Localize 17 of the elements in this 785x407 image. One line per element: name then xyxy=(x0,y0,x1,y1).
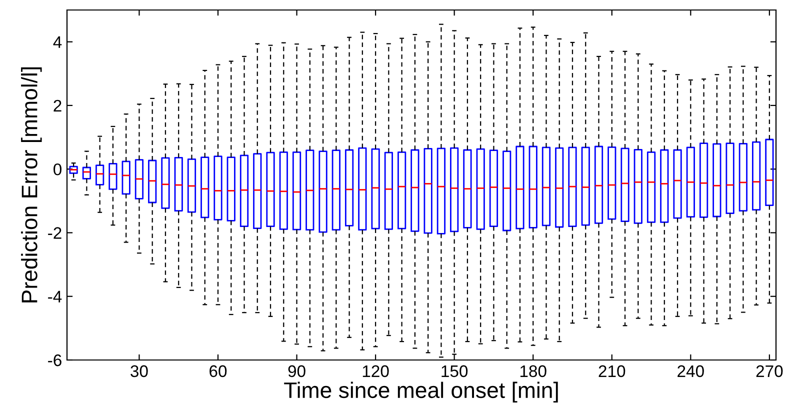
x-tick-label: 60 xyxy=(210,365,227,378)
y-tick-label: 2 xyxy=(54,100,62,112)
y-tick-label: -2 xyxy=(48,227,62,239)
x-tick-label: 210 xyxy=(598,365,626,378)
y-axis-title: Prediction Error [mmol/l] xyxy=(21,67,42,302)
x-tick-label: 240 xyxy=(678,365,704,378)
x-tick-label: 150 xyxy=(442,365,468,378)
x-tick-label: 180 xyxy=(520,365,546,378)
x-tick-label: 270 xyxy=(756,365,783,378)
y-tick-label: -6 xyxy=(48,354,62,366)
y-tick-label: -4 xyxy=(48,290,62,302)
x-tick-label: 90 xyxy=(288,365,306,378)
x-tick-label: 120 xyxy=(362,365,389,378)
x-axis-title: Time since meal onset [min] xyxy=(284,382,558,402)
y-tick-label: 0 xyxy=(54,163,62,176)
y-tick-label: 4 xyxy=(53,36,62,48)
x-tick-label: 30 xyxy=(130,365,148,378)
